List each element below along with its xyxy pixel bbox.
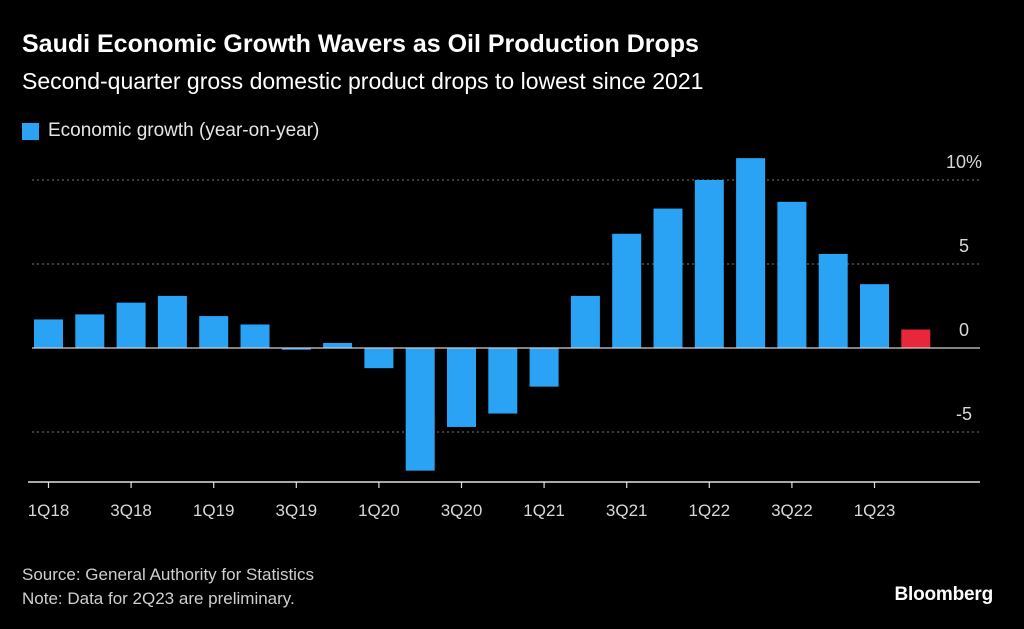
bar-3q19 [281, 348, 311, 350]
data-note: Note: Data for 2Q23 are preliminary. [22, 589, 295, 608]
chart-title: Saudi Economic Growth Wavers as Oil Prod… [22, 30, 699, 58]
bar-2q22 [736, 158, 766, 348]
y-tick-label: 0 [959, 320, 969, 340]
bar-2q20 [405, 348, 435, 471]
x-tick-label: 1Q21 [523, 501, 565, 520]
bar-2q19 [240, 324, 270, 348]
bar-1q21 [529, 348, 559, 387]
bar-1q23 [860, 284, 889, 348]
bar-4q18 [157, 295, 187, 348]
bar-3q22 [777, 201, 807, 348]
bar-3q18 [116, 302, 146, 348]
x-tick-label: 1Q18 [28, 501, 70, 520]
bloomberg-logo: Bloomberg [894, 584, 994, 605]
x-tick-label: 3Q20 [441, 501, 483, 520]
bar-4q20 [488, 348, 518, 414]
x-tick-label: 3Q19 [276, 501, 318, 520]
x-tick-label: 3Q18 [110, 501, 152, 520]
x-tick-label: 3Q21 [606, 501, 648, 520]
chart-subtitle: Second-quarter gross domestic product dr… [22, 68, 704, 94]
x-tick-label: 1Q20 [358, 501, 400, 520]
bar-2q23 [901, 329, 931, 348]
legend-swatch [22, 122, 39, 140]
bar-1q22 [694, 180, 724, 348]
legend: Economic growth (year-on-year) [22, 120, 319, 142]
x-tick-label: 3Q22 [771, 501, 813, 520]
bar-3q20 [447, 348, 476, 427]
x-tick-label: 1Q23 [854, 501, 896, 520]
bar-1q19 [199, 316, 229, 348]
bar-4q22 [818, 253, 848, 348]
legend-label: Economic growth (year-on-year) [48, 120, 320, 141]
y-tick-label: 10% [946, 152, 982, 172]
bar-1q20 [364, 348, 394, 369]
bar-4q21 [653, 208, 683, 348]
bar-2q21 [570, 295, 600, 348]
bar-1q18 [34, 319, 63, 348]
x-tick-label: 1Q22 [689, 501, 731, 520]
y-tick-label: -5 [956, 404, 972, 424]
bar-2q18 [75, 314, 105, 348]
x-tick-label: 1Q19 [193, 501, 235, 520]
y-tick-label: 5 [959, 236, 969, 256]
source-note: Source: General Authority for Statistics [22, 565, 314, 584]
bar-3q21 [612, 233, 642, 348]
bar-4q19 [323, 342, 353, 348]
